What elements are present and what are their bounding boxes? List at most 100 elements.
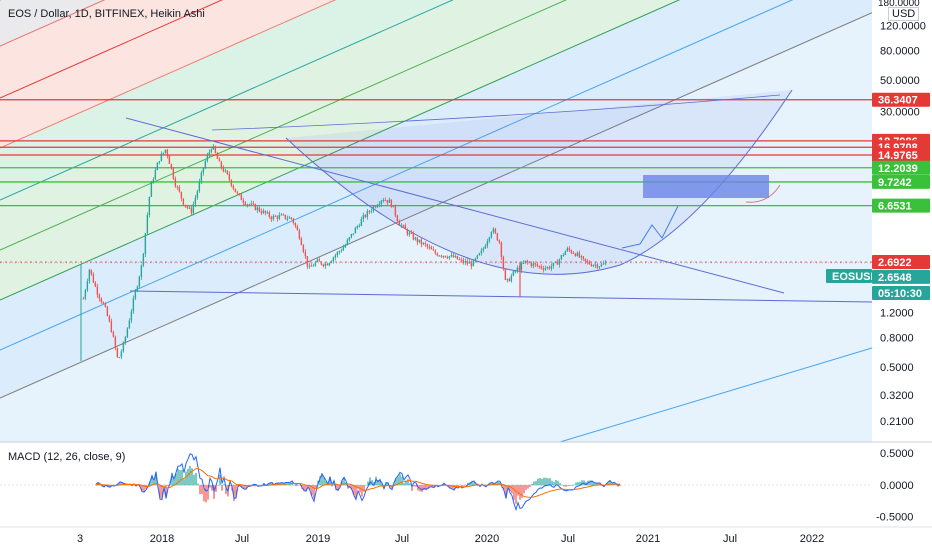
macd-histogram-bar [233,484,235,502]
candle-body [590,264,593,267]
candle-body [422,242,425,245]
candle-body [448,256,451,259]
macd-histogram-bar [599,483,601,486]
macd-histogram-bar [591,480,593,486]
macd-histogram-bar [549,478,551,486]
macd-histogram-bar [563,484,565,487]
macd-histogram-bar [409,483,411,486]
macd-histogram-bar [465,484,467,486]
candle-body [582,256,585,259]
macd-histogram-bar [209,484,211,488]
main-title: EOS / Dollar, 1D, BITFINEX, Heikin Ashi [8,8,205,20]
candle-body [462,259,465,263]
candle-body [132,298,135,312]
candle-body [192,204,195,214]
candle-body [306,256,309,267]
candle-body [584,258,587,262]
candle-body [282,214,285,216]
candle-body [484,246,487,249]
macd-histogram-bar [399,474,401,486]
macd-histogram-bar [353,484,355,496]
macd-histogram-bar [537,478,539,486]
candle-body [114,336,117,348]
macd-histogram-bar [191,468,193,486]
macd-histogram-bar [271,482,273,486]
candle-body [400,225,403,227]
macd-histogram-bar [159,484,161,500]
macd-histogram-bar [391,484,393,489]
candle-body [444,255,447,258]
currency-label[interactable]: USD [888,7,920,21]
candle-body [258,207,261,212]
candle-body [94,282,97,287]
y-tick-label: 30.0000 [880,107,920,119]
macd-histogram-bar [241,484,243,489]
macd-histogram-bar [341,480,343,486]
macd-histogram-bar [221,484,223,491]
macd-pane [0,453,872,512]
macd-histogram-bar [375,476,377,486]
channel-line [0,0,224,99]
y-tick-label: 80.0000 [880,46,920,58]
candle-body [348,237,351,241]
candle-body [102,302,105,304]
candle-body [212,146,215,150]
candle-body [298,230,301,239]
macd-histogram-bar [531,483,533,486]
candle-body [296,226,299,231]
candle-body [98,294,101,299]
macd-histogram-bar [573,484,575,486]
macd-histogram-bar [219,474,221,486]
candle-body [466,261,469,264]
macd-histogram-bar [197,483,199,486]
macd-histogram-bar [109,484,111,488]
macd-histogram-bar [321,473,323,486]
candle-body [162,152,165,154]
macd-histogram-bar [577,482,579,486]
candle-body [478,253,481,256]
candle-body [224,170,227,172]
main-pane [0,0,872,442]
price-level-badge: 9.7242 [878,177,912,189]
candle-body [426,244,429,247]
candle-body [486,241,489,247]
candle-body [506,278,509,280]
candle-body [412,233,415,240]
candle-body [264,210,267,214]
target-box [643,175,769,198]
macd-histogram-bar [535,480,537,486]
candle-body [394,206,397,216]
macd-histogram-bar [337,484,339,491]
macd-histogram-bar [503,484,505,491]
candle-body [342,247,345,251]
trendline-flat [129,290,872,303]
macd-histogram-bar [543,477,545,486]
macd-histogram-bar [183,479,185,486]
candle-body [334,255,337,258]
candle-body [318,259,321,262]
macd-histogram-bar [283,484,285,486]
candle-body [144,233,147,254]
candle-body [558,259,561,265]
macd-histogram-bar [153,481,155,486]
candle-body [562,255,565,257]
macd-histogram-bar [423,484,425,490]
macd-histogram-bar [489,483,491,486]
candle-body [352,233,355,235]
macd-histogram-bar [403,483,405,486]
candle-body [86,281,89,291]
candle-body [424,242,427,245]
channel-line [0,0,454,201]
candle-body [222,167,225,172]
macd-histogram-bar [229,484,231,487]
candle-body [504,268,507,280]
macd-histogram-bar [319,476,321,486]
macd-histogram-bar [295,484,297,487]
candle-body [564,251,567,256]
candle-body [538,266,541,268]
macd-histogram-bar [287,483,289,486]
candle-body [514,271,517,273]
candle-body [362,215,365,220]
